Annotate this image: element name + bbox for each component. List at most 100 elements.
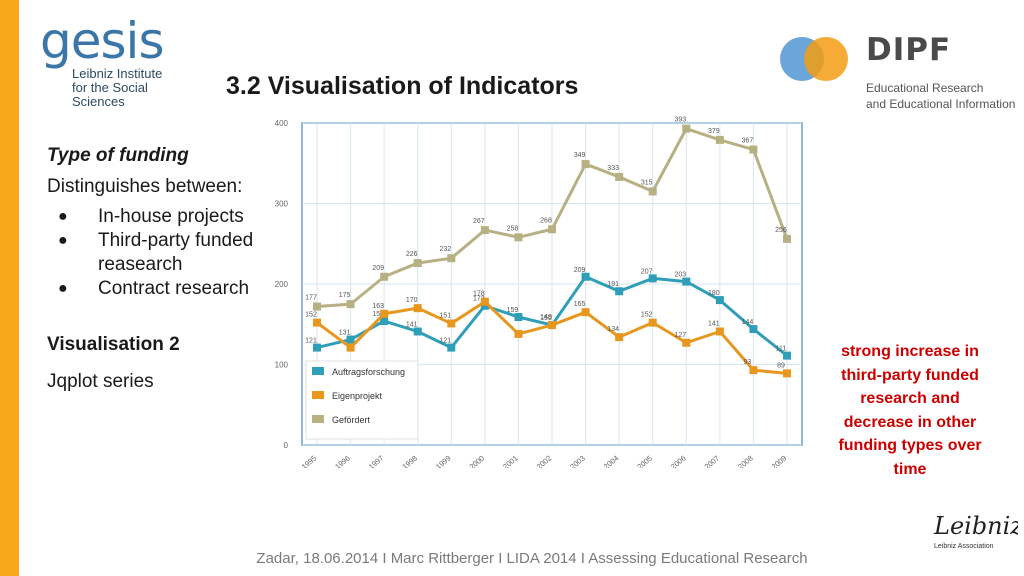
data-label: 127	[674, 332, 686, 339]
x-tick-label: 2001	[501, 454, 520, 468]
x-tick-label: 1999	[434, 454, 453, 468]
data-label: 170	[406, 297, 418, 304]
data-point	[548, 321, 556, 330]
legend-box	[305, 360, 419, 440]
x-tick-label: 1997	[367, 454, 386, 468]
list-item: In-house projects	[47, 205, 328, 229]
dipf-logo-line1: Educational Research	[866, 81, 984, 95]
data-point	[447, 254, 456, 263]
data-label: 89	[777, 362, 785, 369]
data-point	[682, 124, 691, 133]
data-label: 256	[775, 227, 787, 234]
legend-swatch	[312, 415, 324, 423]
data-label: 209	[372, 265, 384, 272]
y-tick-label: 200	[275, 280, 289, 289]
x-tick-label: 1995	[300, 454, 319, 468]
data-point	[313, 302, 321, 311]
visualisation-subtitle: Jqplot series	[47, 371, 154, 392]
gesis-logo-subtitle: Leibniz Institute for the Social Science…	[72, 67, 190, 109]
annotation-note: strong increase in third-party funded re…	[838, 343, 982, 478]
data-label: 315	[641, 179, 653, 186]
dipf-logo-subtitle: Educational Research and Educational Inf…	[866, 80, 1015, 112]
x-tick-label: 2000	[468, 454, 487, 468]
data-label: 159	[507, 307, 519, 314]
data-point	[413, 304, 422, 313]
leibniz-signature: Leibniz	[933, 512, 1018, 540]
data-label: 333	[607, 165, 619, 172]
x-tick-label: 1998	[400, 454, 419, 468]
legend-label: Auftragsforschung	[332, 367, 405, 377]
data-point	[715, 327, 724, 336]
data-label: 173	[473, 296, 485, 303]
x-tick-label: 2003	[568, 454, 587, 468]
data-point	[648, 318, 657, 327]
list-item: Third-party funded reasearch	[47, 229, 328, 277]
data-label: 141	[708, 320, 720, 327]
data-label: 154	[372, 311, 384, 318]
y-tick-label: 0	[284, 441, 289, 450]
list-item: Contract research	[47, 277, 328, 301]
legend-swatch	[312, 391, 324, 399]
data-label: 393	[674, 117, 686, 124]
dipf-circles-icon	[780, 37, 848, 81]
visualisation-heading: Visualisation 2	[47, 334, 180, 355]
data-point	[783, 351, 791, 360]
data-point	[581, 308, 590, 317]
data-point	[615, 287, 624, 296]
data-point	[648, 274, 657, 283]
funding-heading: Type of funding	[47, 145, 189, 166]
data-point	[615, 172, 624, 181]
x-tick-label: 2002	[535, 454, 554, 468]
data-label: 175	[339, 292, 351, 299]
data-label: 367	[742, 138, 754, 145]
data-point	[514, 233, 523, 242]
data-point	[783, 369, 791, 378]
data-label: 165	[574, 301, 586, 308]
data-point	[380, 272, 389, 281]
x-tick-label: 2006	[669, 454, 688, 468]
data-label: 144	[742, 319, 754, 326]
data-label: 121	[305, 338, 317, 345]
data-label: 150	[540, 315, 552, 322]
data-point	[581, 272, 590, 281]
gesis-logo-line1: Leibniz Institute	[72, 66, 163, 81]
legend-swatch	[312, 367, 324, 375]
data-point	[380, 317, 389, 326]
data-label: 131	[339, 330, 351, 337]
data-point	[715, 135, 724, 144]
data-label: 93	[744, 359, 752, 366]
data-point	[749, 145, 758, 154]
data-label: 134	[607, 326, 619, 333]
leibniz-association-label: Leibniz Association	[934, 543, 994, 550]
data-label: 349	[574, 152, 586, 159]
data-point	[346, 343, 355, 352]
data-point	[648, 187, 657, 196]
data-label: 226	[406, 251, 418, 258]
leibniz-logo: Leibniz Leibniz Association	[933, 512, 1018, 550]
data-label: 207	[641, 268, 653, 275]
x-tick-label: 2007	[703, 454, 722, 468]
x-tick-label: 2004	[602, 454, 621, 468]
data-point	[313, 318, 321, 327]
gesis-logo: gesis Leibniz Institute for the Social S…	[40, 12, 190, 109]
data-point	[682, 277, 691, 286]
accent-bar	[0, 0, 19, 576]
data-point	[346, 300, 355, 309]
data-point	[313, 343, 321, 352]
page-title: 3.2 Visualisation of Indicators	[226, 72, 579, 100]
gesis-logo-line2: for the Social Sciences	[72, 80, 148, 109]
data-label: 149	[540, 314, 552, 321]
data-point	[615, 333, 624, 342]
data-point	[514, 329, 523, 338]
y-tick-label: 100	[275, 361, 289, 370]
dipf-logo-line2: and Educational Information	[866, 97, 1016, 111]
x-tick-label: 2008	[736, 454, 755, 468]
data-label: 152	[305, 312, 317, 319]
data-point	[413, 327, 422, 336]
data-label: 258	[507, 225, 519, 232]
data-point	[413, 259, 422, 268]
y-tick-label: 300	[275, 200, 289, 209]
funding-type-list: In-house projects Third-party funded rea…	[47, 205, 328, 301]
data-label: 141	[406, 321, 418, 328]
data-label: 203	[674, 272, 686, 279]
